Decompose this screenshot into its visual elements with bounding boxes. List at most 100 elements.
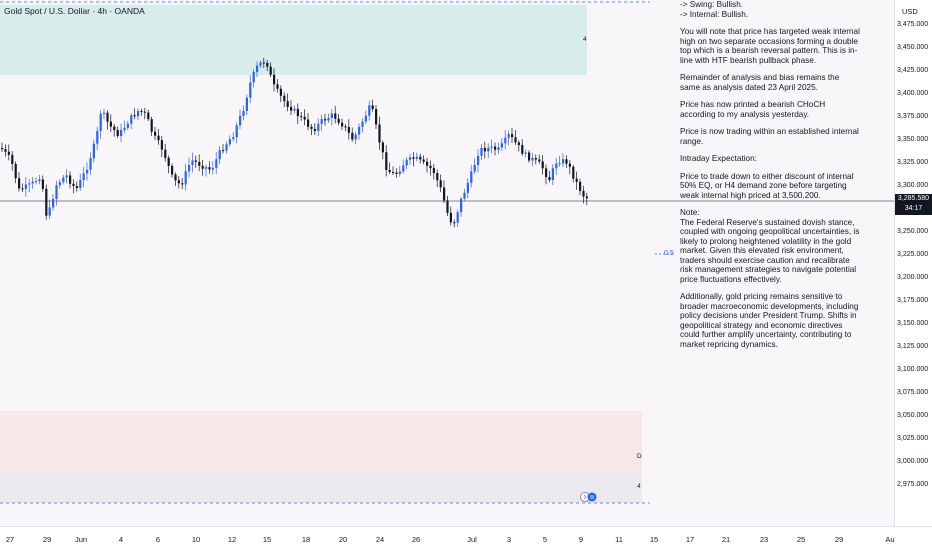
analysis-paragraph-7: Note: (680, 208, 700, 217)
analysis-paragraph-1: You will note that price has targeted we… (680, 27, 860, 65)
price-label: 3,250.000 (897, 228, 929, 235)
candle-body (211, 167, 214, 170)
candle-body (528, 152, 531, 161)
candle-body (41, 179, 44, 189)
candle-body (470, 171, 473, 183)
time-label: 3 (506, 535, 512, 544)
candle-body (239, 115, 242, 126)
candle-body (463, 192, 466, 199)
candle-body (242, 110, 245, 116)
candle-body (541, 161, 544, 169)
candle-body (96, 131, 99, 144)
analysis-text: -> Swing: Bullish. -> Internal: Bullish.… (680, 0, 860, 357)
time-label: 25 (796, 535, 806, 544)
chart-area[interactable]: Gold Spot / U.S. Dollar · 4h · OANDA 4 D… (0, 0, 894, 526)
candle-body (293, 108, 296, 111)
candle-body (582, 190, 585, 197)
candle-body (252, 71, 255, 83)
candle-body (480, 147, 483, 156)
candle-body (188, 164, 191, 172)
candle-body (327, 117, 330, 121)
candle-body (446, 200, 449, 213)
price-label: 3,350.000 (897, 136, 929, 143)
price-label: 3,300.000 (897, 182, 929, 189)
candle-body (456, 212, 459, 223)
candle-body (432, 168, 435, 174)
price-scale[interactable] (894, 0, 932, 526)
candle-body (31, 181, 34, 184)
candle-body (364, 115, 367, 122)
candle-body (307, 119, 310, 127)
candle-body (354, 134, 357, 140)
candle-body (572, 166, 575, 179)
candle-body (317, 123, 320, 131)
candle-body (449, 212, 452, 223)
time-label: 11 (615, 535, 623, 544)
candle-body (344, 126, 347, 128)
bar-countdown: 34:17 (904, 205, 923, 212)
candle-body (279, 88, 282, 96)
candle-body (160, 140, 163, 150)
candle-body (439, 180, 442, 188)
time-label: Au (885, 535, 895, 544)
analysis-line-internal: -> Internal: Bullish. (680, 9, 749, 19)
candle-body (116, 130, 119, 136)
candle-body (154, 131, 157, 136)
candle-body (72, 183, 75, 187)
candle-body (232, 137, 235, 140)
candle-body (483, 147, 486, 152)
price-label: 3,375.000 (897, 113, 929, 120)
candle-body (453, 222, 456, 224)
candle-body (497, 147, 500, 150)
analysis-line-swing: -> Swing: Bullish. (680, 0, 744, 9)
time-label: 20 (338, 535, 348, 544)
candle-body (75, 186, 78, 189)
candle-body (18, 178, 21, 189)
candle-body (266, 62, 269, 67)
candle-body (201, 165, 204, 169)
price-label: 3,425.000 (897, 67, 929, 74)
candle-body (69, 175, 72, 184)
candle-body (415, 156, 418, 159)
time-label: 21 (721, 535, 731, 544)
candle-body (24, 184, 27, 189)
candle-body (171, 165, 174, 175)
candle-body (191, 160, 194, 165)
candle-body (320, 119, 323, 124)
candle-body (82, 173, 85, 181)
currency-label[interactable]: USD (902, 7, 918, 16)
candle-body (402, 165, 405, 172)
price-label: 3,450.000 (897, 44, 929, 51)
last-price-badge: 3,285.580 34:17 (895, 194, 932, 215)
price-chart[interactable] (0, 0, 894, 526)
candle-body (89, 158, 92, 170)
candle-body (218, 150, 221, 160)
candle-body (62, 177, 65, 183)
candle-body (92, 143, 95, 159)
replay-icon[interactable] (580, 490, 598, 504)
time-scale[interactable] (0, 526, 932, 551)
lower-zone[interactable] (0, 473, 642, 503)
time-label: 15 (649, 535, 659, 544)
candle-body (106, 112, 109, 122)
candle-body (487, 147, 490, 152)
candle-body (419, 156, 422, 160)
time-label: 15 (262, 535, 272, 544)
time-label: 5 (542, 535, 548, 544)
candle-body (48, 207, 51, 216)
demand-zone[interactable] (0, 411, 642, 473)
fib-label: 0.5 (664, 250, 674, 257)
candle-body (347, 127, 350, 133)
candle-body (215, 159, 218, 168)
price-label: 3,050.000 (897, 412, 929, 419)
candle-body (79, 180, 82, 189)
candle-body (395, 172, 398, 174)
candle-body (276, 84, 279, 89)
candle-body (140, 110, 143, 112)
candle-body (517, 142, 520, 146)
supply-zone[interactable] (0, 5, 587, 75)
analysis-paragraph-2: Remainder of analysis and bias remains t… (680, 73, 840, 92)
price-label: 3,200.000 (897, 274, 929, 281)
candle-body (262, 62, 265, 64)
candle-body (123, 127, 126, 130)
